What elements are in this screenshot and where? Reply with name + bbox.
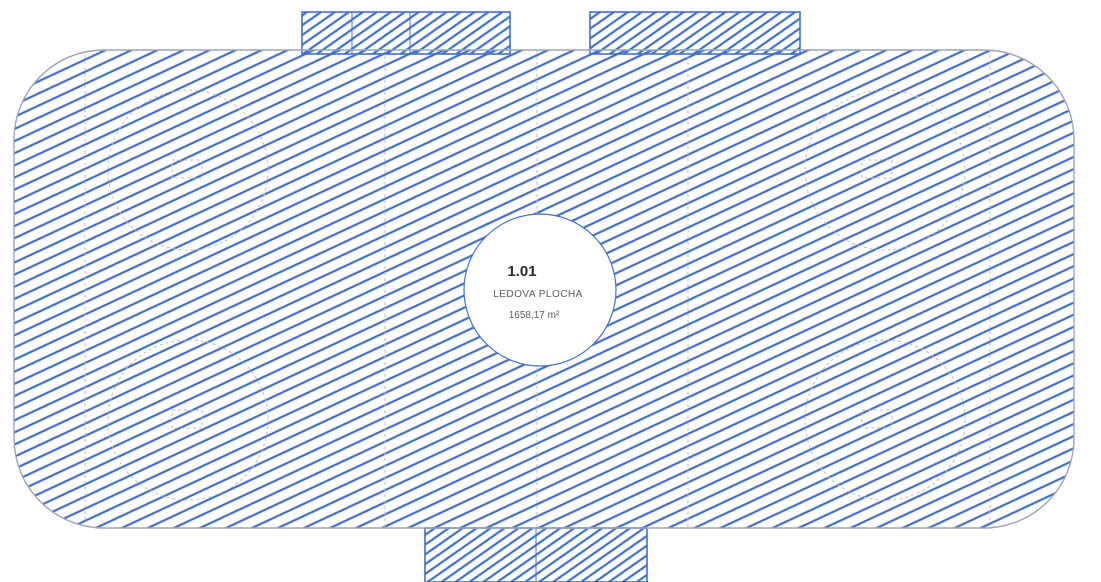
- rink-markings: [84, 50, 991, 528]
- faceoff-hash-tr: [861, 159, 893, 179]
- faceoff-circle-top-right: [804, 89, 966, 251]
- faceoff-circle-bottom-left: [107, 339, 269, 501]
- faceoff-hash-tl: [171, 159, 203, 179]
- faceoff-circle-bottom-right: [804, 339, 966, 501]
- bottom-penalty-box: [424, 527, 648, 582]
- room-label-disc: [463, 213, 617, 367]
- top-bench-left: [301, 11, 511, 55]
- room-area: 1658,17 m²: [509, 310, 560, 321]
- faceoff-hash-bl: [171, 409, 203, 429]
- faceoff-circle-top-left: [107, 89, 269, 251]
- faceoff-hash-br: [861, 409, 893, 429]
- room-number: 1.01: [507, 263, 536, 280]
- top-bench-right: [589, 11, 801, 55]
- room-name: LEDOVA PLOCHA: [493, 289, 583, 300]
